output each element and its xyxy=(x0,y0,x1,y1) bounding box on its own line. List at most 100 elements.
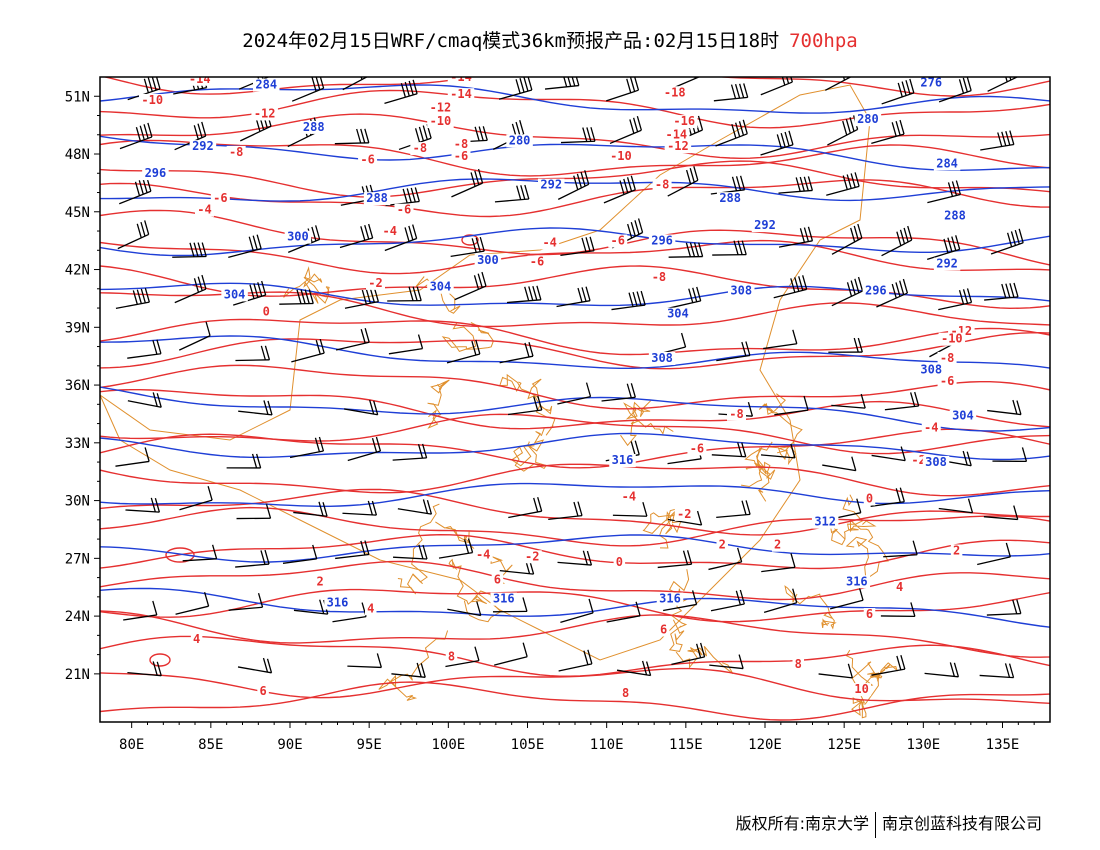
temperature-isotherm xyxy=(100,413,1050,455)
lat-tick-label: 39N xyxy=(65,320,90,336)
temperature-label: -4 xyxy=(622,490,636,504)
geopotential-label-bg xyxy=(538,178,565,192)
geopotential-label: 308 xyxy=(651,351,673,365)
temperature-isotherm xyxy=(100,560,1050,601)
wind-barb xyxy=(712,240,747,256)
temperature-label-bg xyxy=(687,442,707,456)
temperature-label-bg xyxy=(950,544,963,558)
temperature-label-bg xyxy=(427,101,454,115)
geopotential-isoline xyxy=(100,84,1050,114)
geopotential-isoline xyxy=(100,227,1050,257)
wind-barb xyxy=(179,485,213,511)
wind-barb xyxy=(560,598,594,623)
lat-tick-label: 27N xyxy=(65,551,90,567)
temperature-label: -6 xyxy=(940,374,954,388)
temperature-label: -4 xyxy=(542,235,556,249)
temperature-isotherm xyxy=(100,681,1050,721)
temperature-isotherm xyxy=(100,463,1050,497)
lon-tick-label: 120E xyxy=(748,737,782,753)
temperature-label: 0 xyxy=(866,492,873,506)
temperature-label: -10 xyxy=(430,114,452,128)
wind-barb xyxy=(924,662,960,678)
lon-tick-label: 105E xyxy=(511,737,545,753)
temperature-isotherm xyxy=(100,89,1050,129)
temperature-label-bg xyxy=(260,305,272,319)
lon-tick-label: 115E xyxy=(669,737,703,753)
wind-barb xyxy=(778,226,814,248)
wind-barb xyxy=(342,77,369,91)
wind-barb xyxy=(279,289,314,305)
geopotential-label-bg xyxy=(918,363,945,377)
wind-barb xyxy=(391,662,426,678)
wind-barb xyxy=(387,286,422,302)
wind-barb xyxy=(760,443,796,459)
temperature-label: -6 xyxy=(213,191,227,205)
geopotential-label: 276 xyxy=(920,76,942,90)
wind-barb xyxy=(938,77,972,103)
boundary-line xyxy=(784,585,837,630)
temperature-label: 2 xyxy=(316,574,323,588)
temperature-label-bg xyxy=(893,581,906,595)
geopotential-label-bg xyxy=(949,409,977,423)
wind-barb xyxy=(446,339,481,364)
wind-barb xyxy=(174,274,207,304)
wind-barb xyxy=(172,242,207,258)
temperature-label-bg xyxy=(473,548,493,562)
wind-barb xyxy=(384,224,418,252)
temperature-isotherm xyxy=(100,179,1050,218)
boundary-line xyxy=(499,373,556,436)
geopotential-label-bg xyxy=(648,234,676,248)
geopotential-label: 280 xyxy=(857,112,879,126)
boundary-line xyxy=(435,521,513,585)
wind-barb xyxy=(761,553,796,573)
temperature-label: -6 xyxy=(454,149,468,163)
temperature-label-bg xyxy=(536,77,563,80)
wind-barb xyxy=(603,175,636,204)
geopotential-label-bg xyxy=(918,77,945,90)
temperature-label: -20 xyxy=(539,66,561,80)
temperature-label: 10 xyxy=(854,682,868,696)
geopotential-label: 288 xyxy=(303,120,325,134)
wind-barb xyxy=(831,276,864,307)
wind-barb xyxy=(716,500,751,519)
temperature-label: 8 xyxy=(795,657,802,671)
wind-barb xyxy=(282,544,318,564)
wind-barb xyxy=(293,501,328,517)
chart-title: 2024年02月15日WRF/cmaq模式36km预报产品:02月15日18时 7… xyxy=(0,26,1100,53)
temperature-label: -14 xyxy=(665,128,687,142)
wind-barb xyxy=(438,538,474,559)
temperature-label-bg xyxy=(663,128,690,142)
temperature-label: -2 xyxy=(677,507,691,521)
temperature-label-bg xyxy=(937,375,957,389)
temperature-label-bg xyxy=(619,490,639,504)
wind-barb xyxy=(342,500,378,516)
wind-barb xyxy=(115,287,150,310)
lon-tick-label: 90E xyxy=(277,737,302,753)
temperature-label-bg xyxy=(863,492,876,506)
geopotential-label: 292 xyxy=(540,178,562,192)
geopotential-label: 316 xyxy=(327,595,349,609)
wind-barb xyxy=(384,79,418,104)
geopotential-label: 300 xyxy=(477,253,499,267)
geopotential-label-bg xyxy=(363,192,391,206)
wind-barb xyxy=(291,77,325,102)
wind-barb xyxy=(609,116,642,145)
wind-barb xyxy=(986,599,1022,616)
wind-barb xyxy=(826,172,860,196)
boundary-line xyxy=(283,266,330,304)
temperature-label-bg xyxy=(445,650,458,664)
geopotential-label-bg xyxy=(474,253,502,267)
wind-barb xyxy=(178,321,211,351)
boundary-line xyxy=(427,379,450,429)
wind-barb xyxy=(818,663,853,679)
wind-barb xyxy=(451,168,484,198)
wind-barb xyxy=(773,275,808,299)
wind-barb xyxy=(763,329,798,350)
temperature-label: 6 xyxy=(866,607,873,621)
wind-barb xyxy=(881,225,913,257)
wind-barb xyxy=(708,547,743,571)
geopotential-label-bg xyxy=(751,219,779,233)
wind-barb xyxy=(984,282,1019,301)
geopotential-label: 296 xyxy=(145,166,167,180)
